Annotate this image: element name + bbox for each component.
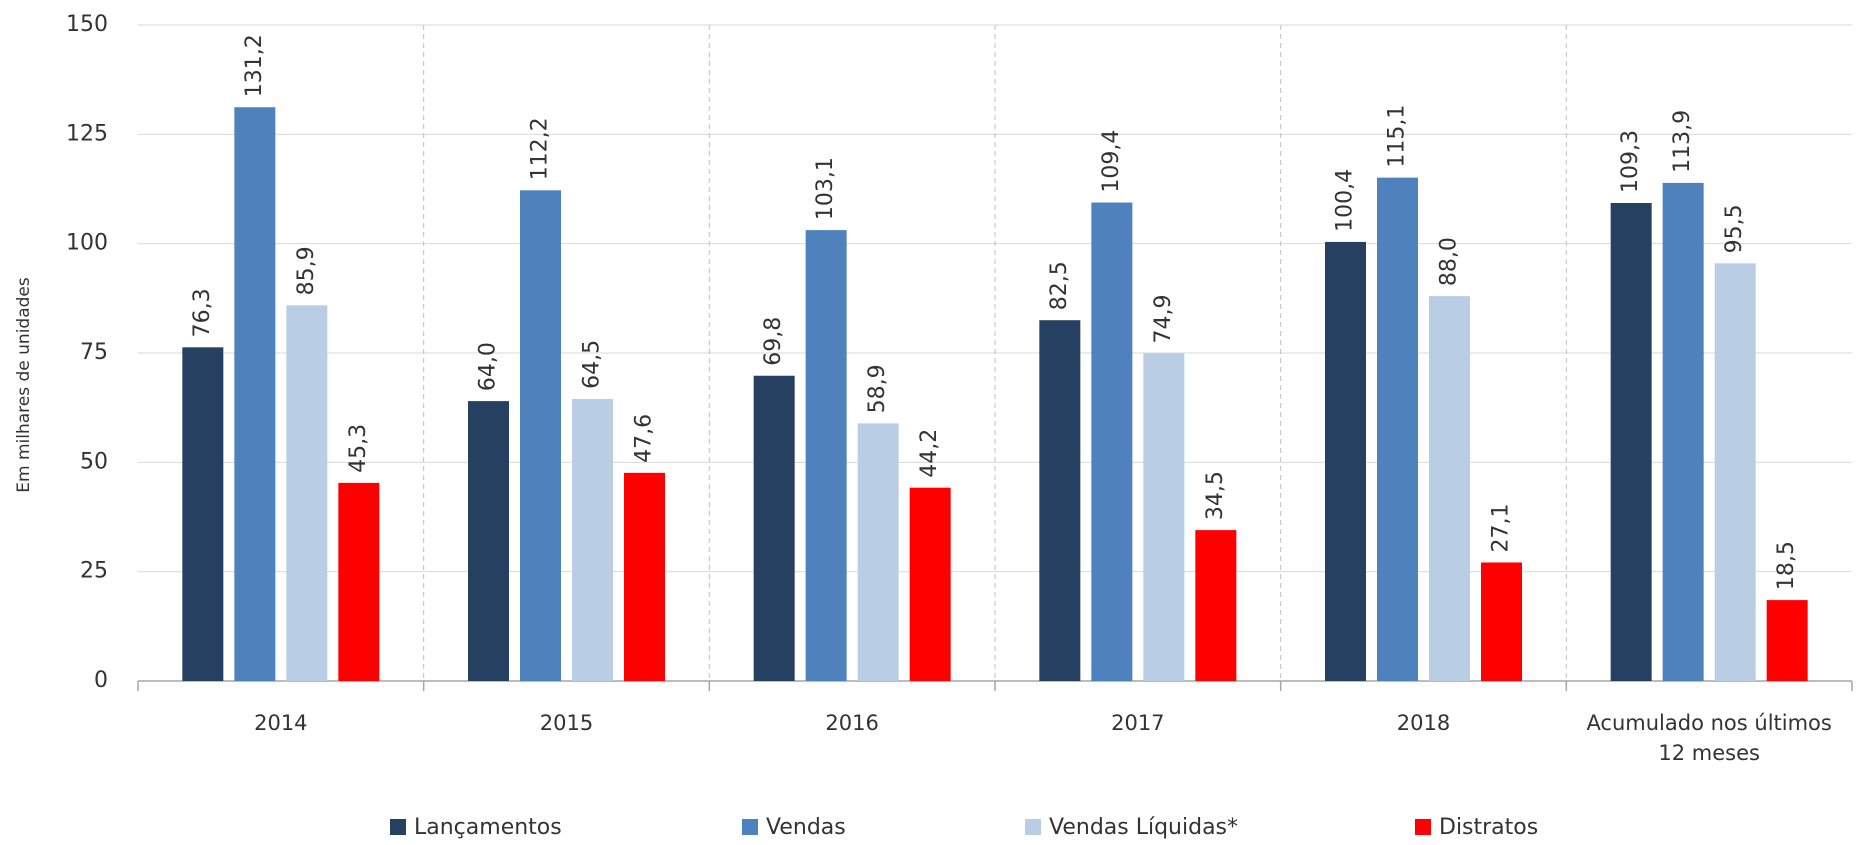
y-tick-label: 50 <box>80 449 108 474</box>
bar <box>1143 353 1185 681</box>
bar <box>909 487 951 681</box>
bar <box>1714 263 1756 681</box>
bar <box>1610 202 1652 681</box>
y-tick-label: 0 <box>94 668 108 693</box>
data-label: 109,3 <box>1618 130 1643 193</box>
bar <box>1766 600 1808 681</box>
bar <box>1091 202 1133 682</box>
y-axis-label: Em milhares de unidades <box>14 277 34 493</box>
legend-swatch <box>390 819 406 835</box>
data-label: 47,6 <box>632 414 657 463</box>
bar <box>1662 182 1704 682</box>
bar <box>1325 241 1366 681</box>
legend-label: Lançamentos <box>414 815 562 840</box>
bar <box>468 401 509 681</box>
data-label: 34,5 <box>1203 471 1228 520</box>
bar <box>234 107 276 681</box>
data-label: 88,0 <box>1437 237 1462 286</box>
data-label: 109,4 <box>1099 130 1124 193</box>
data-label: 103,1 <box>813 157 838 220</box>
bar <box>572 398 613 681</box>
data-label: 44,2 <box>917 429 942 478</box>
bar <box>1377 177 1418 681</box>
data-label: 115,1 <box>1385 105 1410 168</box>
data-label: 95,5 <box>1722 204 1747 253</box>
legend-label: Vendas <box>766 815 846 840</box>
data-label: 69,8 <box>761 317 786 366</box>
data-label: 100,4 <box>1333 169 1358 232</box>
data-label: 74,9 <box>1151 294 1176 343</box>
y-tick-label: 150 <box>66 12 108 37</box>
bar <box>857 423 899 681</box>
bar <box>1195 530 1237 681</box>
data-label: 112,2 <box>528 117 553 180</box>
x-tick-label: 2016 <box>825 711 879 735</box>
bar <box>624 472 665 681</box>
data-label: 27,1 <box>1489 503 1514 552</box>
bar <box>805 230 847 682</box>
y-tick-label: 125 <box>66 121 108 146</box>
data-label: 131,2 <box>242 34 267 97</box>
bar <box>1481 562 1522 681</box>
x-tick-label: 2017 <box>1111 711 1165 735</box>
data-label: 64,5 <box>580 340 605 389</box>
legend-label: Distratos <box>1439 815 1538 840</box>
bar <box>753 375 795 681</box>
legend-swatch <box>742 819 758 835</box>
x-tick-label: 2015 <box>539 711 594 735</box>
bar <box>338 482 380 681</box>
bar <box>1429 296 1470 681</box>
data-label: 58,9 <box>865 364 890 413</box>
data-label: 64,0 <box>476 342 501 391</box>
legend-label: Vendas Líquidas* <box>1049 815 1238 840</box>
data-label: 45,3 <box>346 424 371 473</box>
y-tick-label: 75 <box>80 340 108 365</box>
y-tick-label: 100 <box>66 231 108 256</box>
data-label: 76,3 <box>190 288 215 337</box>
bar <box>286 305 328 681</box>
y-tick-label: 25 <box>80 559 108 584</box>
legend-swatch <box>1025 819 1041 835</box>
data-label: 113,9 <box>1670 110 1695 173</box>
data-label: 18,5 <box>1774 541 1799 590</box>
bar <box>520 190 561 681</box>
x-tick-label: 2014 <box>254 711 308 735</box>
bar <box>1039 320 1081 681</box>
data-label: 82,5 <box>1047 261 1072 310</box>
x-tick-label: Acumulado nos últimos 12 meses <box>1586 711 1832 765</box>
bar <box>182 347 224 681</box>
x-tick-label: 2018 <box>1396 711 1451 735</box>
legend-swatch <box>1415 819 1431 835</box>
data-label: 85,9 <box>294 246 319 295</box>
